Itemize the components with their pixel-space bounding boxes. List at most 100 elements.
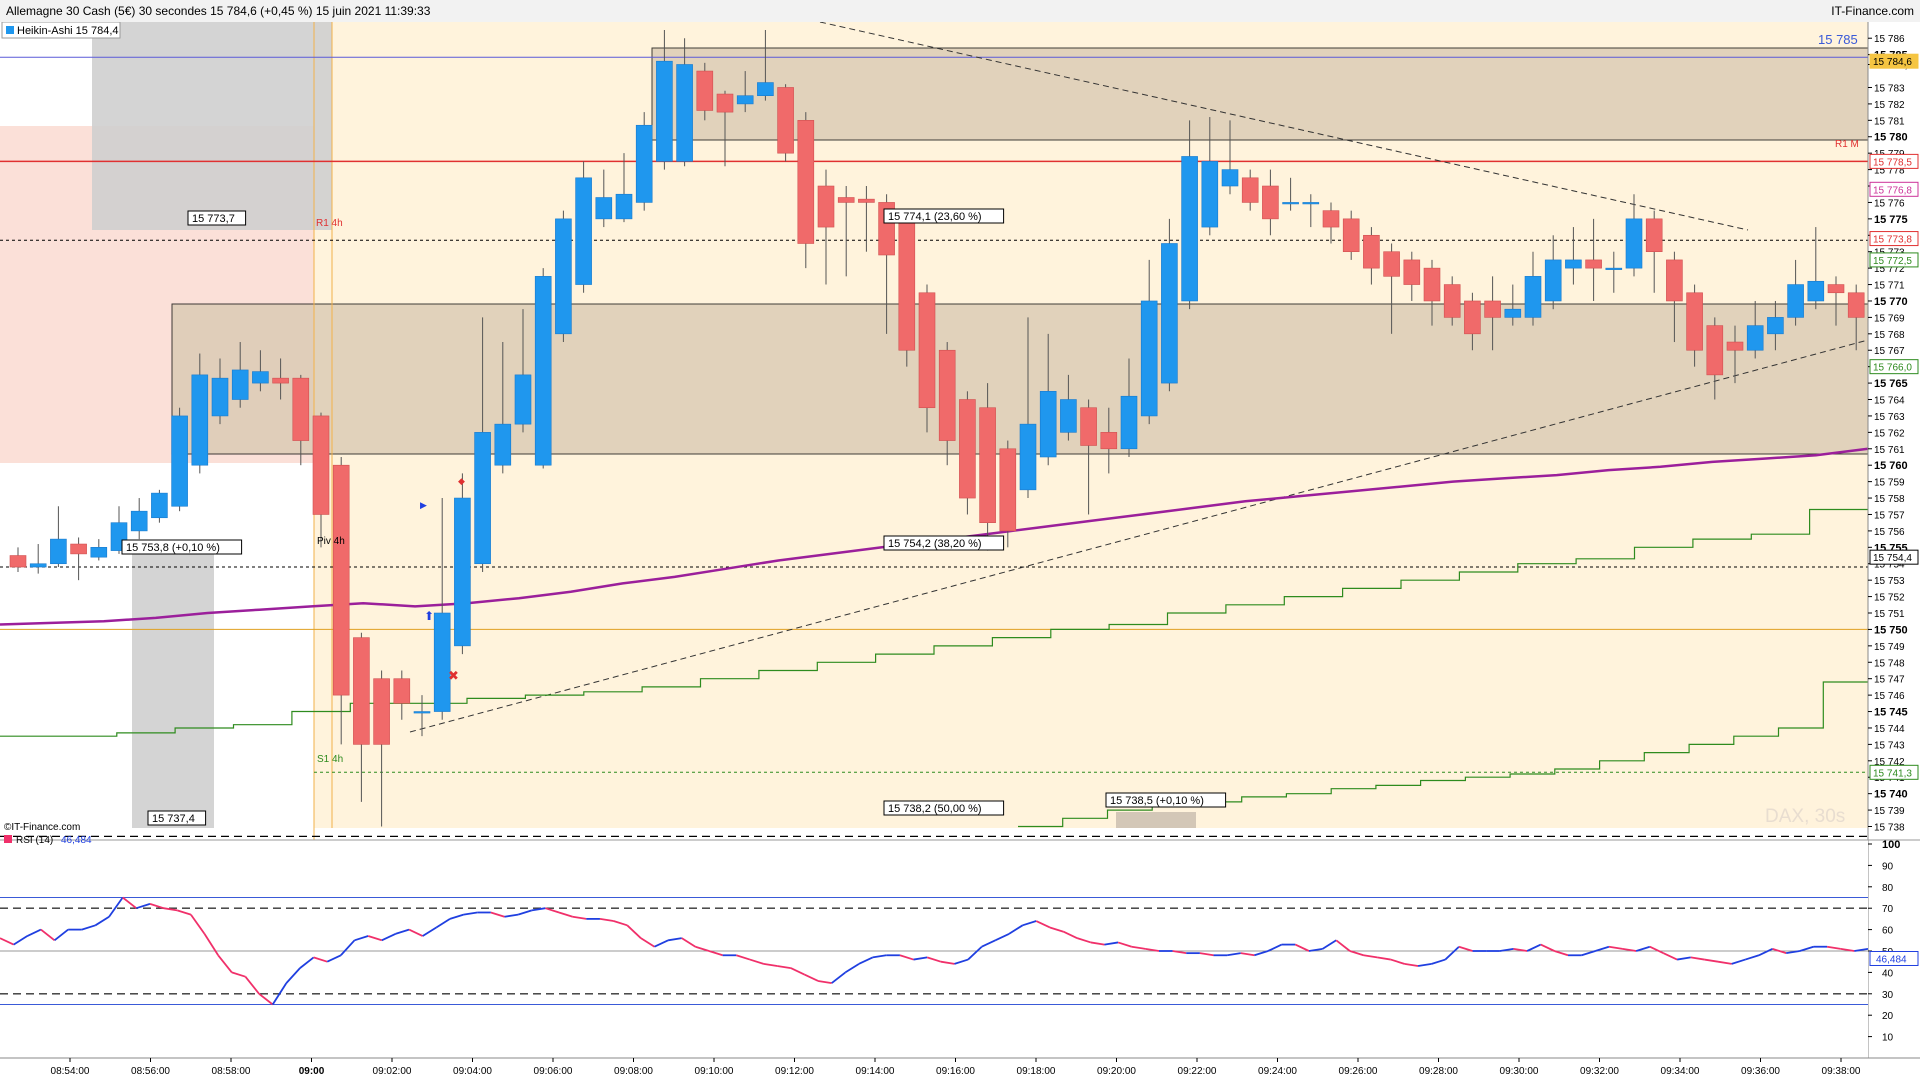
candle[interactable] <box>736 71 754 113</box>
green-envelope-upper <box>0 508 1868 737</box>
candle[interactable] <box>615 153 633 223</box>
price-badge-text: 15 773,8 <box>1873 235 1912 246</box>
candle[interactable] <box>151 489 168 523</box>
candle[interactable] <box>90 539 108 561</box>
candle[interactable] <box>696 62 714 121</box>
candle[interactable] <box>191 353 209 474</box>
candle[interactable] <box>1181 120 1198 310</box>
candle[interactable] <box>898 210 916 367</box>
candle[interactable] <box>959 391 976 515</box>
candle[interactable] <box>595 169 613 228</box>
candle[interactable] <box>1544 235 1562 310</box>
candle[interactable] <box>757 30 774 101</box>
candle[interactable] <box>656 30 673 170</box>
candle[interactable] <box>1120 358 1138 457</box>
candle[interactable] <box>1302 194 1320 228</box>
candle[interactable] <box>858 186 875 252</box>
candle[interactable] <box>1767 300 1784 351</box>
candle[interactable] <box>332 456 350 745</box>
candle[interactable] <box>1625 194 1643 277</box>
candle[interactable] <box>1221 120 1239 195</box>
candle[interactable] <box>474 317 491 572</box>
candle[interactable] <box>1746 300 1764 359</box>
candle[interactable] <box>1423 259 1441 326</box>
candle[interactable] <box>1464 292 1481 351</box>
candle[interactable] <box>1342 210 1360 260</box>
candle[interactable] <box>1666 251 1683 343</box>
candle[interactable] <box>1322 202 1340 244</box>
candle[interactable] <box>1161 218 1178 392</box>
candle[interactable] <box>1140 259 1158 425</box>
candle[interactable] <box>676 38 693 167</box>
candle[interactable] <box>1080 399 1097 515</box>
candle[interactable] <box>777 84 794 162</box>
candle[interactable] <box>1262 169 1279 236</box>
candle[interactable] <box>938 342 956 466</box>
candle[interactable] <box>454 473 471 655</box>
candle[interactable] <box>999 440 1017 548</box>
candle[interactable] <box>797 112 815 269</box>
candle[interactable] <box>1504 284 1522 326</box>
candle[interactable] <box>918 284 936 433</box>
chart-canvas[interactable]: ⬆ ✖ ▶ ◆ 15 773,7 15 753,8 (+0,10 %) 15 737,4 15… <box>0 22 1920 1080</box>
candle[interactable] <box>1443 276 1461 326</box>
candle[interactable] <box>413 695 431 737</box>
candle[interactable] <box>1363 227 1380 285</box>
candle[interactable] <box>1827 276 1845 326</box>
time-tick-label: 09:02:00 <box>373 1066 412 1077</box>
candle[interactable] <box>1605 251 1623 293</box>
candle[interactable] <box>1847 284 1865 351</box>
candle[interactable] <box>575 161 592 293</box>
candle[interactable] <box>9 547 27 572</box>
candle[interactable] <box>817 169 835 285</box>
candle[interactable] <box>514 309 532 433</box>
bullish-candle-body <box>454 497 471 647</box>
candle[interactable] <box>1524 251 1542 326</box>
candle[interactable] <box>130 498 148 540</box>
candle[interactable] <box>1645 210 1663 293</box>
candle[interactable] <box>1787 259 1804 326</box>
candle[interactable] <box>837 186 855 277</box>
candle[interactable] <box>393 670 411 720</box>
rsi-segment <box>449 913 464 920</box>
candle[interactable] <box>312 412 330 548</box>
rsi-segment <box>1704 958 1719 963</box>
candle[interactable] <box>1282 177 1299 211</box>
candle[interactable] <box>252 350 269 392</box>
candle[interactable] <box>494 342 512 474</box>
candle[interactable] <box>272 358 289 400</box>
price-tick-label: 15 772 <box>1874 264 1905 275</box>
candle[interactable] <box>50 506 67 568</box>
bearish-candle-body <box>1827 284 1845 294</box>
candle[interactable] <box>211 358 229 425</box>
candle[interactable] <box>373 670 390 827</box>
candle[interactable] <box>1686 284 1703 367</box>
bearish-candle-body <box>918 292 936 409</box>
candle[interactable] <box>433 498 451 720</box>
candle[interactable] <box>716 90 734 167</box>
candle[interactable] <box>1706 317 1724 400</box>
candle[interactable] <box>1585 218 1602 301</box>
candle[interactable] <box>1484 276 1501 351</box>
candle[interactable] <box>1039 333 1057 466</box>
candle[interactable] <box>29 544 47 574</box>
candle[interactable] <box>1060 374 1077 441</box>
candle[interactable] <box>1383 243 1400 334</box>
candle[interactable] <box>1019 317 1037 499</box>
candle[interactable] <box>171 407 188 512</box>
candle[interactable] <box>1807 227 1825 310</box>
candle[interactable] <box>231 342 249 408</box>
candle[interactable] <box>534 268 552 469</box>
candle[interactable] <box>353 632 370 802</box>
candle[interactable] <box>70 537 87 581</box>
candle[interactable] <box>1403 251 1421 301</box>
candle[interactable] <box>1241 169 1259 211</box>
candle[interactable] <box>635 112 653 211</box>
candle[interactable] <box>1565 227 1582 285</box>
candle[interactable] <box>1726 325 1744 384</box>
candle[interactable] <box>555 210 572 343</box>
candle[interactable] <box>979 383 996 551</box>
candle[interactable] <box>1100 407 1118 474</box>
candle[interactable] <box>1201 117 1219 236</box>
candle[interactable] <box>292 374 310 466</box>
